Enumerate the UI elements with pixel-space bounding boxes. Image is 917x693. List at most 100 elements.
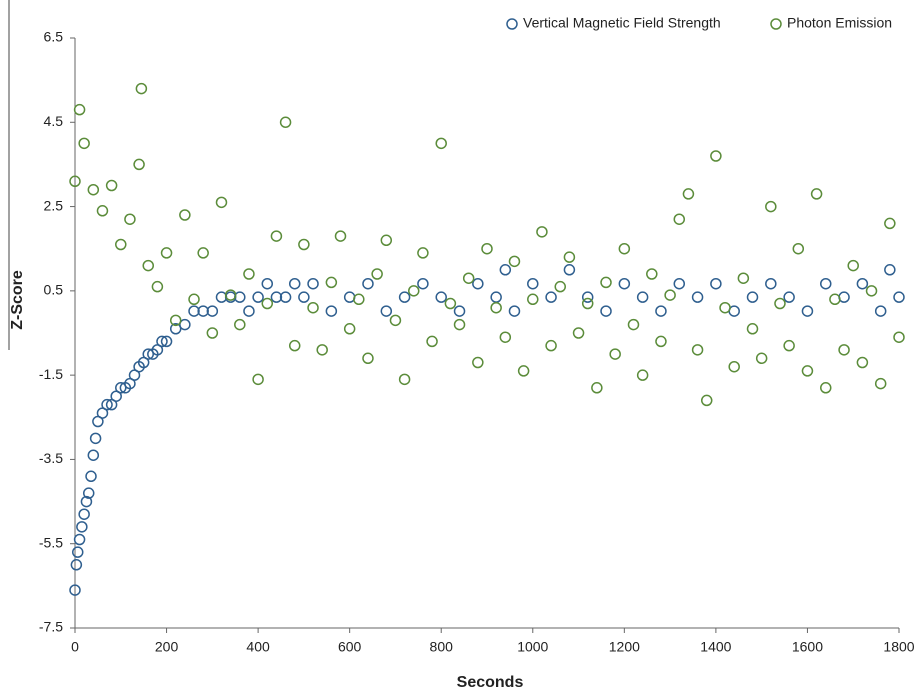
point <box>206 305 219 317</box>
point <box>481 242 493 255</box>
x-tick-label: 400 <box>246 639 270 655</box>
point <box>499 264 512 276</box>
point <box>124 213 136 225</box>
point <box>169 314 182 327</box>
point <box>288 339 301 352</box>
point <box>197 305 209 317</box>
point <box>334 230 347 242</box>
point <box>298 238 310 251</box>
point <box>215 196 228 209</box>
point <box>197 247 209 259</box>
point <box>865 285 878 297</box>
point <box>765 277 777 290</box>
point <box>353 293 365 306</box>
point <box>591 382 603 394</box>
point <box>618 277 631 290</box>
y-tick-label: 4.5 <box>44 113 64 129</box>
point <box>884 264 896 276</box>
point <box>453 305 466 317</box>
point <box>89 432 102 445</box>
point <box>160 247 173 259</box>
point <box>85 470 97 483</box>
point <box>87 449 100 461</box>
point <box>472 277 484 290</box>
point <box>527 293 539 306</box>
point <box>636 291 649 303</box>
point <box>600 276 612 289</box>
point <box>288 277 301 290</box>
x-tick-label: 200 <box>155 639 179 655</box>
point <box>325 276 338 289</box>
x-tick-label: 800 <box>430 639 454 655</box>
point <box>820 382 832 394</box>
point <box>554 280 566 293</box>
point <box>234 318 246 331</box>
point <box>627 318 640 331</box>
point <box>224 289 237 301</box>
point <box>847 259 859 272</box>
point <box>78 508 90 520</box>
point <box>69 584 81 596</box>
point <box>380 305 393 317</box>
point <box>829 293 841 306</box>
point <box>646 268 658 280</box>
point <box>508 305 521 317</box>
point <box>719 301 731 314</box>
point <box>581 291 594 303</box>
point <box>801 365 814 377</box>
point <box>462 272 475 284</box>
point <box>142 259 154 272</box>
point <box>87 183 100 196</box>
point <box>206 327 219 339</box>
x-tick-label: 1600 <box>792 639 823 655</box>
legend-marker <box>770 18 782 30</box>
point <box>325 305 338 317</box>
point <box>279 116 292 129</box>
y-tick-label: -1.5 <box>39 366 63 382</box>
point <box>298 291 310 303</box>
point <box>179 209 191 221</box>
point <box>398 373 411 386</box>
x-tick-label: 1400 <box>700 639 731 655</box>
point <box>179 318 191 331</box>
point <box>581 297 594 310</box>
y-tick-label: 6.5 <box>44 29 64 45</box>
y-tick-label: -3.5 <box>39 450 63 466</box>
point <box>169 323 182 335</box>
point <box>737 272 750 284</box>
point <box>307 301 319 314</box>
point <box>636 369 649 381</box>
point <box>792 242 805 255</box>
point <box>160 335 173 348</box>
point <box>517 365 530 377</box>
point <box>73 533 86 546</box>
point <box>417 277 429 290</box>
point <box>710 150 722 162</box>
point <box>874 305 887 317</box>
point <box>508 255 521 268</box>
point <box>252 291 264 303</box>
point <box>96 205 109 217</box>
point <box>435 291 447 303</box>
point <box>700 394 713 407</box>
point <box>243 268 255 280</box>
point <box>820 277 832 290</box>
point <box>188 305 200 317</box>
point <box>893 291 905 303</box>
point <box>243 305 255 317</box>
point <box>664 289 676 301</box>
point <box>746 291 759 303</box>
point <box>261 297 274 310</box>
point <box>73 103 86 116</box>
x-tick-label: 1200 <box>609 639 640 655</box>
point <box>655 305 667 317</box>
point <box>774 297 786 310</box>
point <box>527 277 539 290</box>
point <box>316 344 328 356</box>
point <box>115 382 127 394</box>
point <box>838 344 850 356</box>
point <box>874 377 887 390</box>
point <box>270 291 283 303</box>
y-tick-label: -5.5 <box>39 534 63 550</box>
